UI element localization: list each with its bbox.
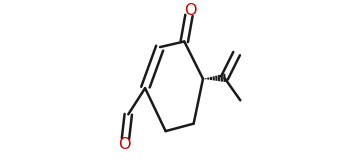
Text: O: O bbox=[118, 137, 131, 152]
Text: O: O bbox=[184, 3, 196, 18]
